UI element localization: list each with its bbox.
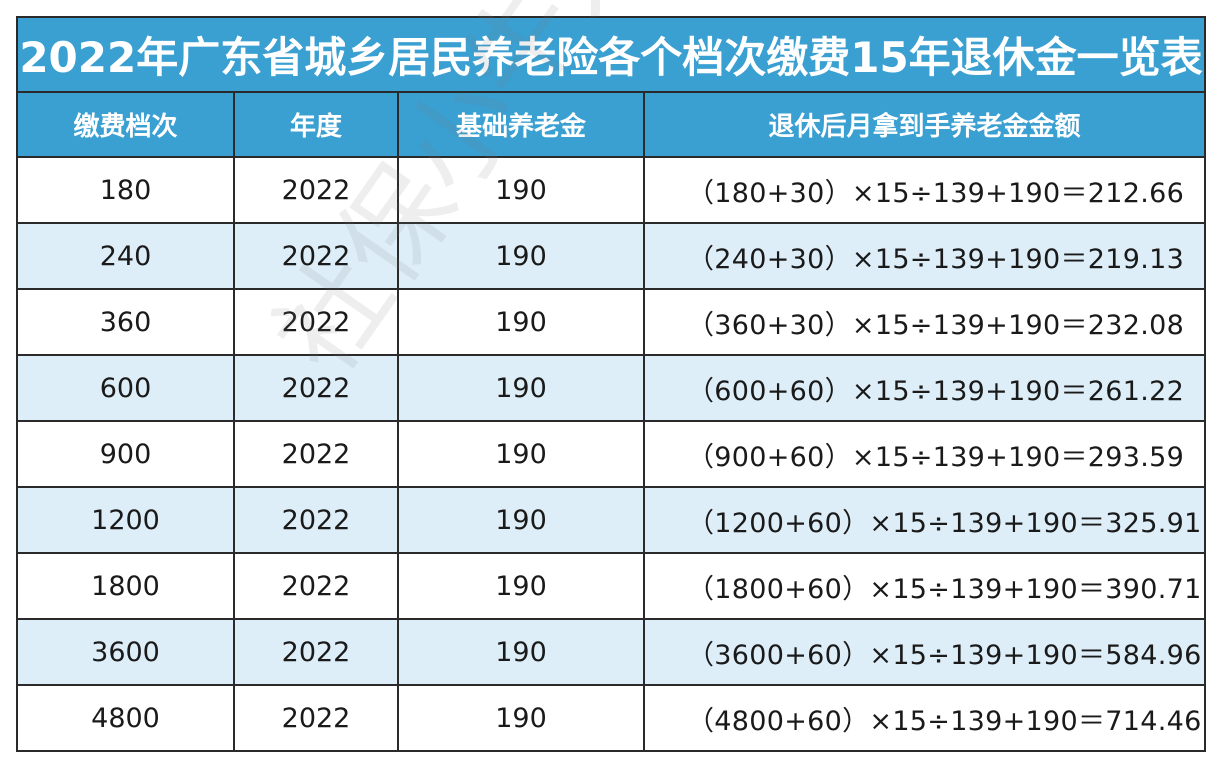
- cell-formula: （600+60）×15÷139+190＝261.22: [644, 355, 1204, 422]
- cell-year: 2022: [234, 355, 399, 422]
- header-monthly-pension: 退休后月拿到手养老金金额: [644, 93, 1204, 158]
- table-title: 2022年广东省城乡居民养老险各个档次缴费15年退休金一览表: [18, 18, 1204, 93]
- table-row: 1200 2022 190 （1200+60）×15÷139+190＝325.9…: [18, 487, 1204, 554]
- cell-level: 360: [18, 289, 235, 356]
- cell-base: 190: [398, 553, 645, 620]
- cell-formula: （1800+60）×15÷139+190＝390.71: [644, 553, 1204, 620]
- header-payment-level: 缴费档次: [18, 93, 235, 158]
- header-row: 缴费档次 年度 基础养老金 退休后月拿到手养老金金额: [18, 93, 1204, 158]
- cell-formula: （3600+60）×15÷139+190＝584.96: [644, 619, 1204, 686]
- cell-base: 190: [398, 685, 645, 750]
- cell-formula: （1200+60）×15÷139+190＝325.91: [644, 487, 1204, 554]
- cell-year: 2022: [234, 619, 399, 686]
- cell-year: 2022: [234, 487, 399, 554]
- cell-base: 190: [398, 355, 645, 422]
- cell-base: 190: [398, 421, 645, 488]
- cell-level: 1200: [18, 487, 235, 554]
- cell-level: 180: [18, 157, 235, 224]
- pension-table: 缴费档次 年度 基础养老金 退休后月拿到手养老金金额 180 2022 190 …: [18, 93, 1204, 750]
- cell-base: 190: [398, 289, 645, 356]
- cell-level: 600: [18, 355, 235, 422]
- cell-base: 190: [398, 619, 645, 686]
- table-row: 4800 2022 190 （4800+60）×15÷139+190＝714.4…: [18, 685, 1204, 750]
- pension-table-frame: 2022年广东省城乡居民养老险各个档次缴费15年退休金一览表 缴费档次 年度 基…: [16, 16, 1206, 752]
- table-row: 900 2022 190 （900+60）×15÷139+190＝293.59: [18, 421, 1204, 488]
- cell-formula: （4800+60）×15÷139+190＝714.46: [687, 705, 1202, 737]
- table-row: 3600 2022 190 （3600+60）×15÷139+190＝584.9…: [18, 619, 1204, 686]
- cell-base: 190: [398, 157, 645, 224]
- cell-year: 2022: [234, 223, 399, 290]
- cell-year: 2022: [234, 553, 399, 620]
- cell-formula: （240+30）×15÷139+190＝219.13: [644, 223, 1204, 290]
- cell-formula: （900+60）×15÷139+190＝293.59: [644, 421, 1204, 488]
- cell-level: 3600: [18, 619, 235, 686]
- cell-level: 900: [18, 421, 235, 488]
- table-row: 180 2022 190 （180+30）×15÷139+190＝212.66: [18, 157, 1204, 224]
- cell-formula: （360+30）×15÷139+190＝232.08: [644, 289, 1204, 356]
- cell-year: 2022: [234, 421, 399, 488]
- cell-year: 2022: [234, 289, 399, 356]
- cell-year: 2022: [234, 685, 399, 750]
- cell-level: 1800: [18, 553, 235, 620]
- cell-level: 240: [18, 223, 235, 290]
- header-year: 年度: [234, 93, 399, 158]
- table-row: 240 2022 190 （240+30）×15÷139+190＝219.13: [18, 223, 1204, 290]
- table-row: 1800 2022 190 （1800+60）×15÷139+190＝390.7…: [18, 553, 1204, 620]
- cell-base: 190: [398, 487, 645, 554]
- header-base-pension: 基础养老金: [398, 93, 645, 158]
- cell-level: 4800: [18, 685, 235, 750]
- cell-formula: （180+30）×15÷139+190＝212.66: [644, 157, 1204, 224]
- cell-base: 190: [398, 223, 645, 290]
- table-row: 600 2022 190 （600+60）×15÷139+190＝261.22: [18, 355, 1204, 422]
- table-row: 360 2022 190 （360+30）×15÷139+190＝232.08: [18, 289, 1204, 356]
- cell-year: 2022: [234, 157, 399, 224]
